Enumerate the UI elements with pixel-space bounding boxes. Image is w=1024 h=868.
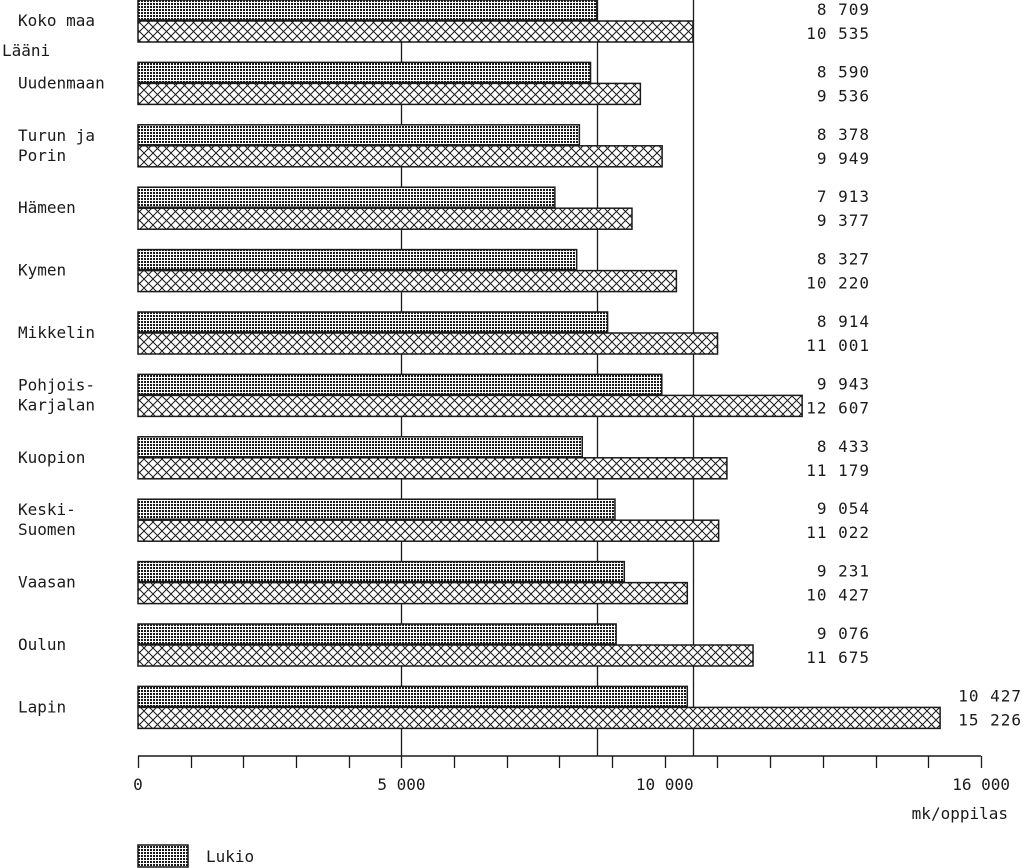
bar-series2-3 xyxy=(137,207,633,230)
category-label-8: Keski-Suomen xyxy=(18,500,76,539)
value-label-series2-7: 11 179 xyxy=(806,461,870,480)
bar-series2-4 xyxy=(137,269,678,293)
value-label-lukio-8: 9 054 xyxy=(817,499,870,518)
category-label-11: Lapin xyxy=(18,697,66,716)
value-label-series2-9: 10 427 xyxy=(806,586,870,605)
bar-series2-11 xyxy=(137,706,941,730)
category-label-9: Vaasan xyxy=(18,573,76,592)
bar-lukio-8 xyxy=(137,498,616,520)
value-label-lukio-0: 8 709 xyxy=(817,0,870,19)
category-label-5: Mikkelin xyxy=(18,323,95,342)
value-label-series2-2: 9 949 xyxy=(817,149,870,168)
value-label-series2-4: 10 220 xyxy=(806,274,870,293)
value-label-lukio-5: 8 914 xyxy=(817,312,870,331)
bar-series2-1 xyxy=(137,82,642,106)
value-label-series2-11: 15 226 xyxy=(958,710,1022,729)
value-label-lukio-4: 8 327 xyxy=(817,250,870,269)
value-label-lukio-10: 9 076 xyxy=(817,624,870,643)
bar-series2-6 xyxy=(137,394,803,418)
bar-lukio-1 xyxy=(137,61,592,84)
bar-series2-7 xyxy=(137,457,728,480)
category-label-4: Kymen xyxy=(18,261,66,280)
value-label-series2-6: 12 607 xyxy=(806,398,870,417)
bar-lukio-9 xyxy=(137,560,626,583)
x-axis-title: mk/oppilas xyxy=(912,804,1008,823)
value-label-lukio-6: 9 943 xyxy=(817,374,870,393)
bar-lukio-5 xyxy=(137,311,609,333)
bar-lukio-7 xyxy=(137,436,584,458)
bar-lukio-0 xyxy=(137,0,598,21)
category-label-1: Uudenmaan xyxy=(18,73,105,92)
value-label-series2-5: 11 001 xyxy=(806,336,870,355)
value-label-lukio-7: 8 433 xyxy=(817,437,870,456)
value-label-lukio-3: 7 913 xyxy=(817,187,870,206)
bar-lukio-6 xyxy=(137,373,663,396)
bar-series2-0 xyxy=(137,20,694,43)
x-tick-label-2: 10 000 xyxy=(636,775,694,794)
value-label-lukio-2: 8 378 xyxy=(817,125,870,144)
category-label-10: Oulun xyxy=(18,635,66,654)
category-label-3: Hämeen xyxy=(18,198,76,217)
value-label-lukio-1: 8 590 xyxy=(817,62,870,81)
bar-lukio-4 xyxy=(137,248,578,271)
bar-lukio-11 xyxy=(137,685,689,708)
legend: Lukio xyxy=(137,844,254,868)
bar-lukio-3 xyxy=(137,186,556,208)
bar-lukio-10 xyxy=(137,623,617,645)
bar-series2-5 xyxy=(137,332,719,355)
bar-lukio-2 xyxy=(137,124,581,146)
x-tick-label-0: 0 xyxy=(133,775,143,794)
legend-swatch-lukio xyxy=(137,844,189,868)
bar-series2-2 xyxy=(137,145,663,168)
category-label-2: Turun ja Porin xyxy=(18,126,95,165)
value-label-series2-10: 11 675 xyxy=(806,648,870,667)
value-label-series2-3: 9 377 xyxy=(817,211,870,230)
value-label-lukio-11: 10 427 xyxy=(958,686,1022,705)
value-label-series2-0: 10 535 xyxy=(806,24,870,43)
value-label-lukio-9: 9 231 xyxy=(817,562,870,581)
bar-series2-8 xyxy=(137,519,720,542)
bar-series2-9 xyxy=(137,581,689,605)
value-label-series2-1: 9 536 xyxy=(817,86,870,105)
x-tick-label-1: 5 000 xyxy=(377,775,425,794)
legend-label-lukio: Lukio xyxy=(206,847,254,866)
value-label-series2-8: 11 022 xyxy=(806,523,870,542)
x-tick-label-3: 16 000 xyxy=(952,775,1010,794)
category-label-0: Koko maa xyxy=(18,11,95,30)
category-label-7: Kuopion xyxy=(18,448,85,467)
group-label: Lääni xyxy=(2,41,50,60)
category-label-6: Pohjois-Karjalan xyxy=(18,375,95,414)
bar-series2-10 xyxy=(137,644,754,667)
